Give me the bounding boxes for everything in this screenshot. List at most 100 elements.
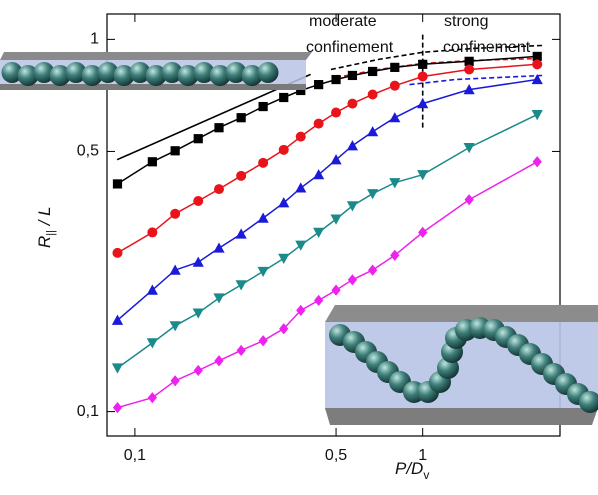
marker xyxy=(389,178,401,189)
y-label-rest: / L xyxy=(35,206,54,230)
marker xyxy=(417,98,429,109)
y-tick-label: 0,1 xyxy=(77,403,99,420)
bead xyxy=(579,391,598,413)
marker xyxy=(257,266,269,278)
marker xyxy=(111,363,124,374)
marker xyxy=(531,73,543,85)
marker xyxy=(295,131,306,142)
marker xyxy=(330,154,342,165)
marker xyxy=(236,170,247,181)
marker xyxy=(112,247,123,258)
annotation: moderate xyxy=(309,13,377,30)
marker xyxy=(368,264,378,276)
marker xyxy=(331,74,341,85)
marker xyxy=(418,59,428,69)
marker xyxy=(532,156,542,168)
marker xyxy=(531,109,543,121)
marker xyxy=(314,294,324,306)
marker xyxy=(112,402,123,414)
x-tick-label: 1 xyxy=(418,447,427,464)
marker xyxy=(146,284,158,295)
marker xyxy=(463,143,475,154)
marker xyxy=(389,80,400,91)
y-axis-label: R|| / L xyxy=(35,206,56,248)
reference-line xyxy=(330,44,543,71)
series-line xyxy=(117,63,538,254)
marker xyxy=(331,107,342,118)
bead xyxy=(81,65,103,86)
marker xyxy=(464,56,474,66)
marker xyxy=(313,169,325,180)
marker xyxy=(389,112,401,123)
marker xyxy=(463,83,475,95)
inset-straight-chain xyxy=(0,52,312,90)
marker xyxy=(279,92,289,103)
marker xyxy=(279,323,289,335)
marker xyxy=(295,182,307,193)
plot-frame xyxy=(106,13,561,437)
marker xyxy=(390,249,400,261)
bead xyxy=(129,62,151,83)
marker xyxy=(193,195,204,206)
marker xyxy=(296,304,306,317)
x-tick-label: 0,1 xyxy=(124,447,146,464)
bead xyxy=(113,65,135,86)
annotation: confinement xyxy=(443,39,531,56)
marker xyxy=(347,70,358,81)
marker xyxy=(296,85,306,96)
marker xyxy=(257,212,269,223)
annotation: strong xyxy=(444,13,488,30)
inset-coiled-chain xyxy=(325,305,598,425)
y-tick-label: 1 xyxy=(90,31,99,48)
marker xyxy=(146,338,158,349)
marker xyxy=(214,123,224,133)
marker xyxy=(330,214,342,225)
marker xyxy=(147,227,158,238)
marker xyxy=(417,71,428,82)
marker xyxy=(367,189,379,200)
marker xyxy=(112,179,123,189)
marker xyxy=(170,208,181,219)
marker xyxy=(213,293,225,304)
bead xyxy=(49,65,71,86)
bead xyxy=(65,62,87,83)
bead xyxy=(257,62,279,83)
marker xyxy=(192,308,204,319)
bead xyxy=(161,62,183,83)
marker xyxy=(258,335,268,347)
bead xyxy=(145,65,167,86)
marker xyxy=(368,66,378,77)
annotation: confinement xyxy=(306,39,394,56)
marker xyxy=(347,98,358,109)
bead xyxy=(17,65,39,86)
marker xyxy=(418,226,428,239)
marker xyxy=(169,264,181,275)
marker xyxy=(278,144,289,155)
marker xyxy=(169,321,181,332)
marker xyxy=(258,101,268,112)
y-label-main: R xyxy=(35,236,54,248)
marker xyxy=(193,134,203,144)
marker xyxy=(278,197,290,208)
marker xyxy=(192,256,204,267)
marker xyxy=(417,170,429,181)
marker xyxy=(532,59,543,70)
bead xyxy=(33,62,55,83)
bead xyxy=(225,62,247,83)
marker xyxy=(367,126,379,137)
marker xyxy=(278,253,290,264)
marker xyxy=(258,157,269,168)
marker xyxy=(390,62,400,72)
x-label-main: P/D xyxy=(395,459,423,478)
series-line xyxy=(117,78,538,321)
x-tick-label: 0,5 xyxy=(325,447,347,464)
marker xyxy=(367,89,378,100)
marker xyxy=(147,157,157,167)
marker xyxy=(235,228,247,239)
plot-area: 0,1 0,5 1 0,1 0,5 1 xyxy=(77,14,560,464)
bead xyxy=(97,62,119,83)
marker xyxy=(464,194,474,206)
marker xyxy=(213,242,225,253)
